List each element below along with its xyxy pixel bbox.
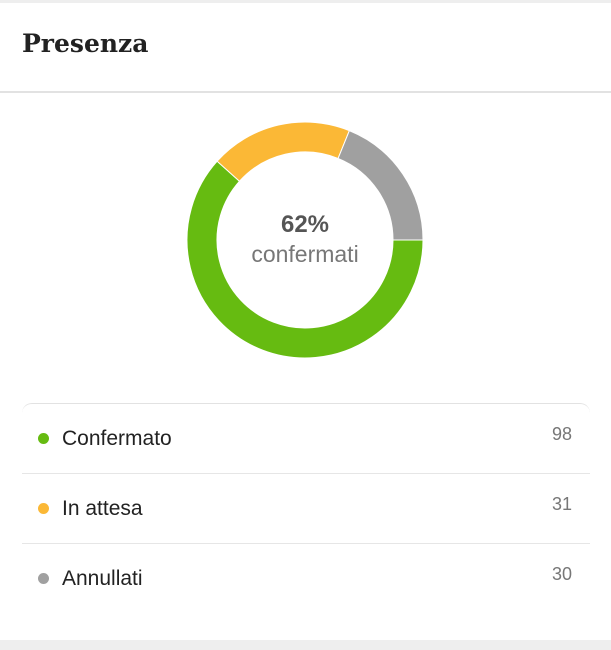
legend-count: 30 — [551, 564, 572, 584]
attendance-legend-list: Confermato 98 In attesa 31 Annullati 30 — [22, 403, 590, 613]
gray-dot-icon — [38, 573, 49, 584]
green-dot-icon — [38, 433, 49, 444]
top-separator — [0, 0, 611, 3]
bottom-separator — [0, 640, 611, 650]
legend-item-annullati[interactable]: Annullati 30 — [22, 544, 590, 613]
legend-label: Confermato — [62, 427, 172, 450]
legend-count: 31 — [551, 494, 572, 514]
donut-slice-annullati — [337, 129, 424, 241]
legend-label: Annullati — [62, 567, 143, 590]
donut-slice-confermato — [186, 160, 424, 359]
yellow-dot-icon — [38, 503, 49, 514]
page-title: Presenza — [22, 29, 149, 58]
legend-count: 98 — [551, 424, 572, 444]
legend-item-confermato[interactable]: Confermato 98 — [22, 404, 590, 474]
confirmed-label: confermati — [251, 241, 359, 267]
confirmed-percent: 62% — [280, 211, 330, 238]
attendance-donut-chart — [186, 121, 424, 359]
card-header: Presenza — [0, 3, 611, 93]
donut-center-label: 62% confermati — [185, 120, 425, 360]
legend-item-in-attesa[interactable]: In attesa 31 — [22, 474, 590, 544]
legend-label: In attesa — [62, 497, 143, 520]
